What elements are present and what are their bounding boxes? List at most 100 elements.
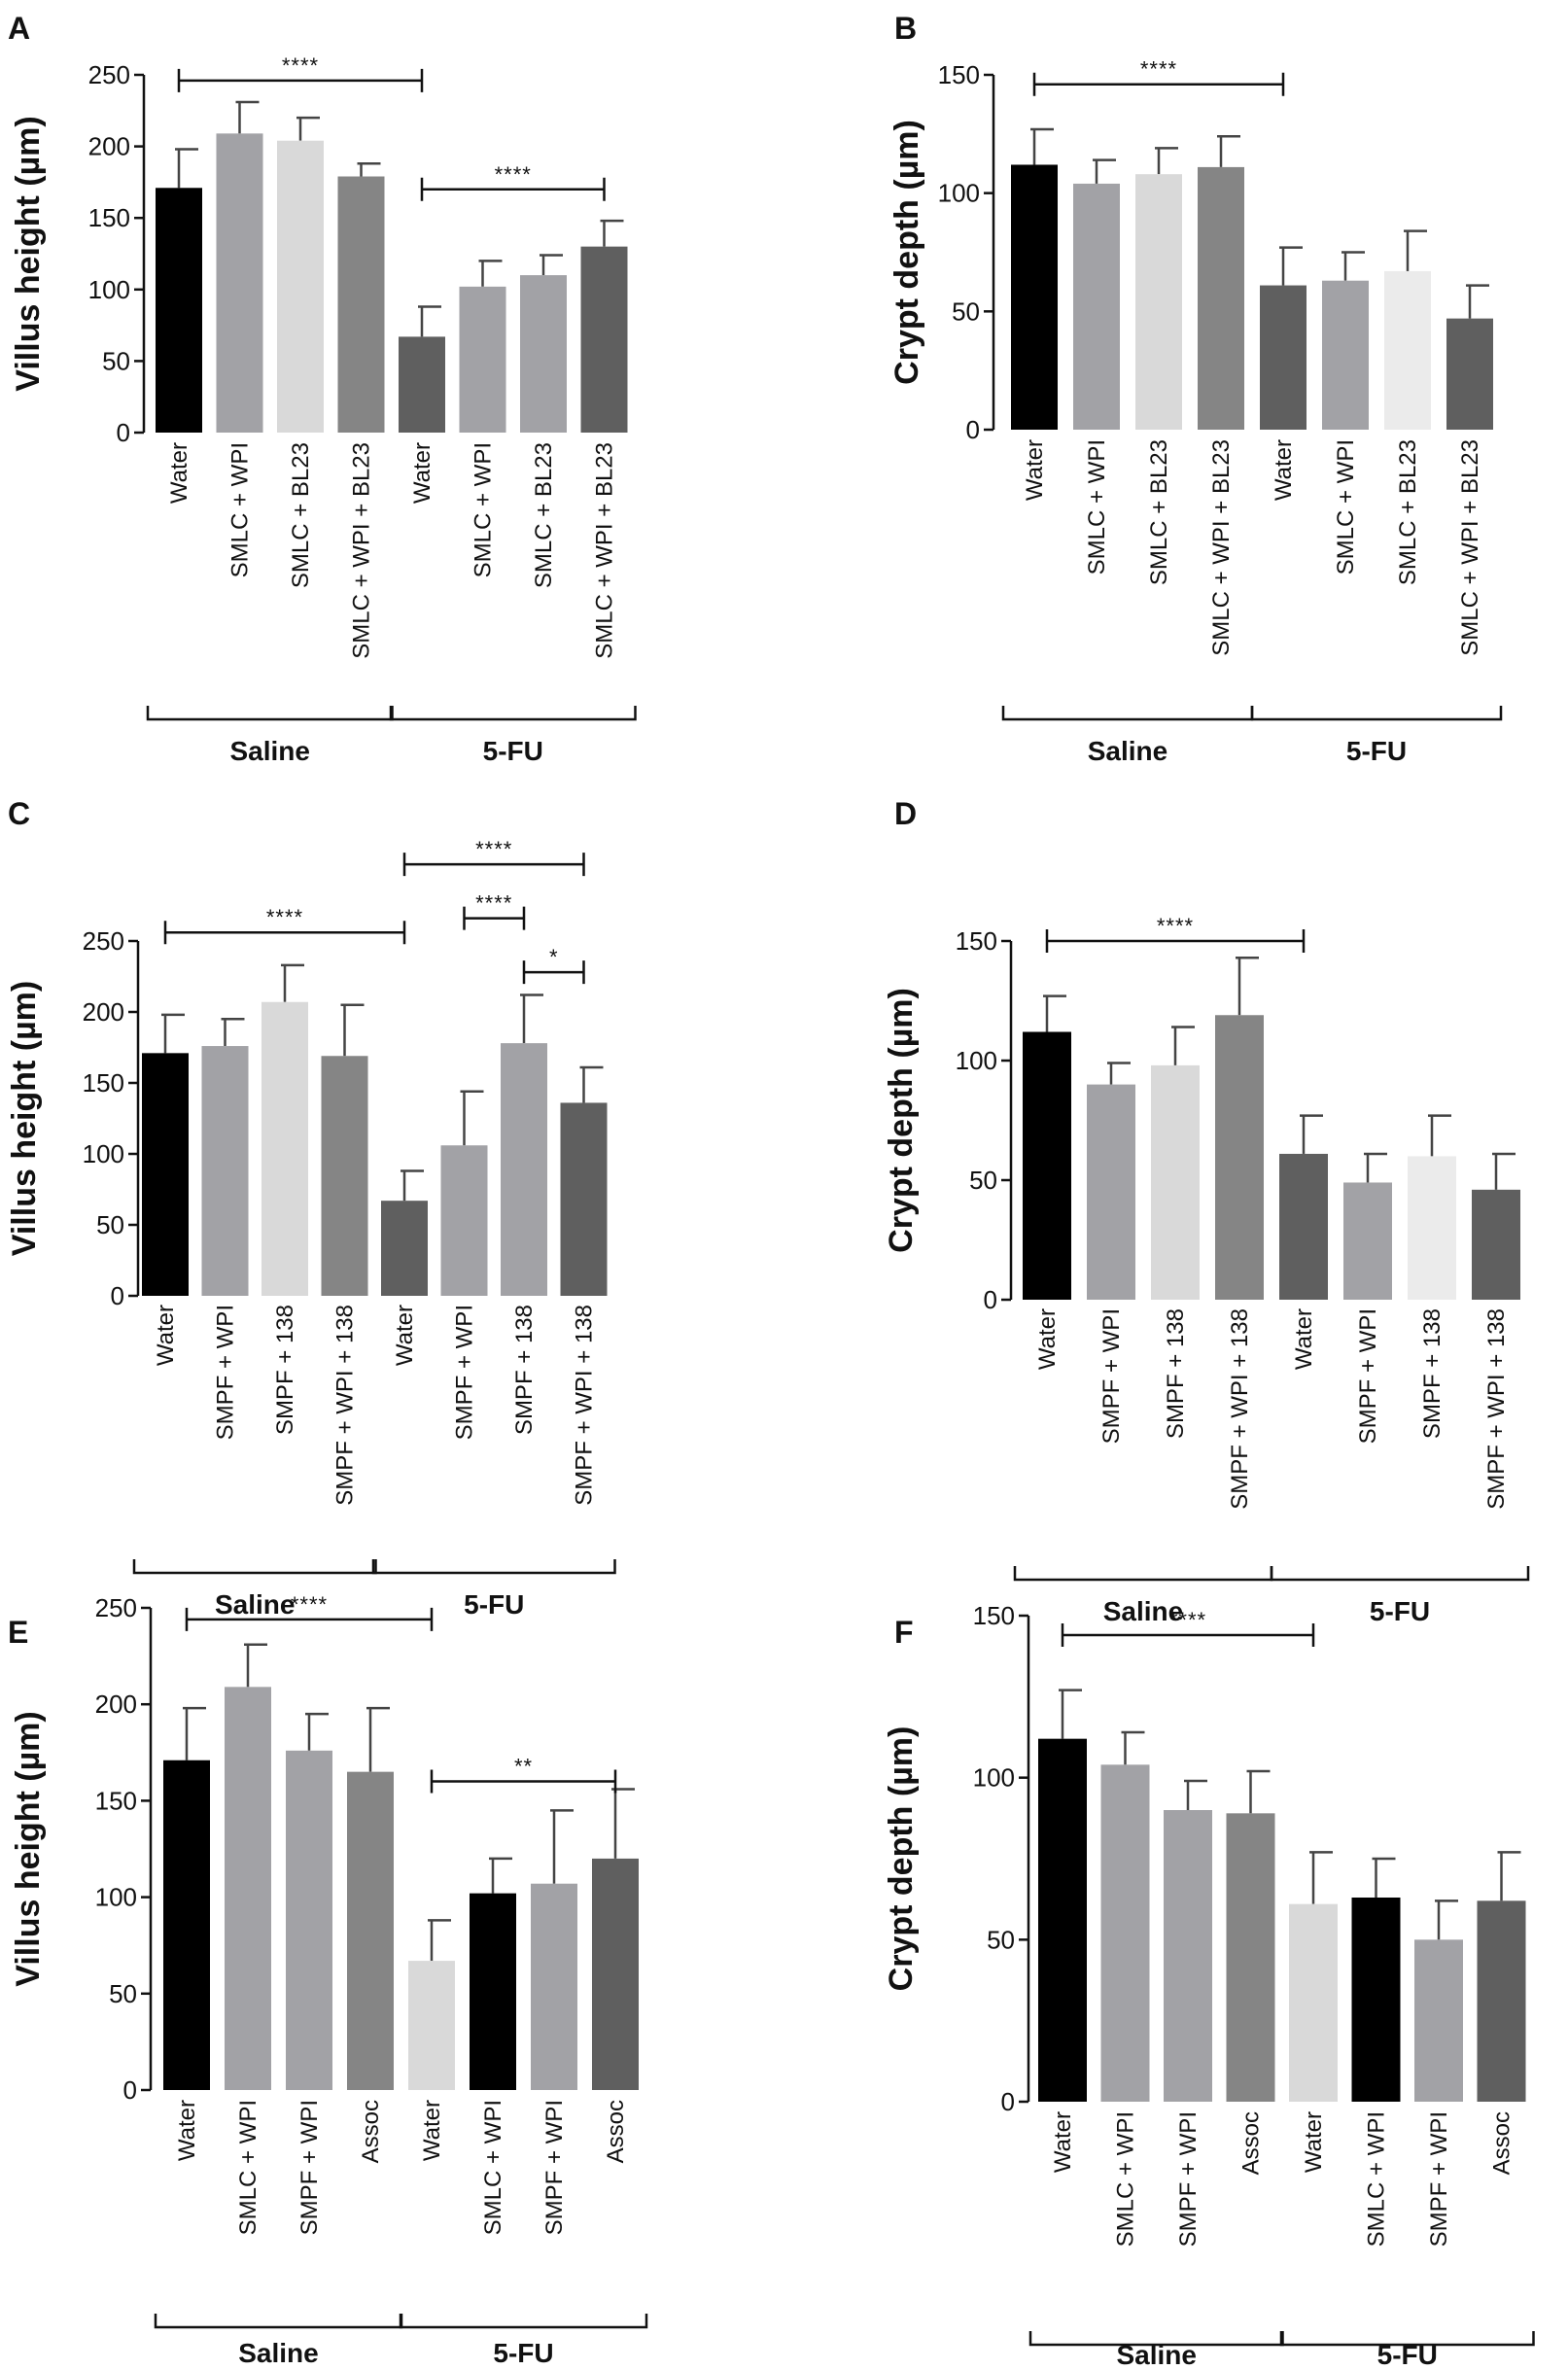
bar — [1260, 285, 1307, 430]
category-label: Water — [153, 1305, 179, 1366]
y-tick-label: 150 — [95, 1786, 137, 1815]
category-label: Water — [1034, 1308, 1061, 1370]
panel-letter: D — [894, 796, 917, 831]
y-tick-label: 200 — [95, 1690, 137, 1719]
category-label: SMPF + 138 — [1163, 1308, 1189, 1439]
bar — [408, 1961, 455, 2090]
group-label: Saline — [1103, 1596, 1183, 1626]
group-label: Saline — [1088, 736, 1167, 766]
panel-d: D 0 50 100 150 Crypt depth (µm) Water SMPF + WP… — [883, 796, 1530, 1626]
category-label: Assoc — [1238, 2111, 1265, 2175]
category-label: Water — [1301, 2111, 1327, 2173]
category-label: SMPF + 138 — [272, 1305, 298, 1435]
group-label: Saline — [1117, 2340, 1197, 2370]
significance-label: **** — [475, 837, 512, 861]
bar — [1414, 1939, 1463, 2102]
group-bracket — [1013, 1566, 1273, 1582]
y-tick-label: 150 — [956, 926, 997, 956]
y-tick-label: 200 — [88, 132, 130, 161]
group-label: 5-FU — [483, 736, 543, 766]
category-label: Water — [1271, 439, 1297, 501]
bar — [163, 1760, 210, 2090]
significance-bracket — [420, 177, 606, 201]
panel-b: B 0 50 100 150 Crypt depth (µm) Water SMLC + WP… — [889, 11, 1503, 766]
category-label: SMPF + WPI — [213, 1305, 239, 1440]
group-label: Saline — [215, 1589, 295, 1620]
category-label: SMPF + WPI — [296, 2100, 323, 2235]
category-label: SMPF + WPI — [452, 1305, 478, 1440]
significance-label: **** — [282, 53, 319, 78]
bar — [1289, 1903, 1338, 2102]
bar — [1322, 280, 1369, 430]
category-label: SMPF + WPI — [1426, 2111, 1452, 2247]
bar — [156, 188, 202, 433]
bar — [1446, 318, 1493, 430]
group-bracket — [154, 2314, 403, 2329]
category-label: SMPF + WPI — [1175, 2111, 1202, 2247]
y-tick-label: 50 — [969, 1166, 997, 1195]
bar — [1279, 1153, 1328, 1300]
bar — [560, 1102, 608, 1296]
category-label: SMLC + WPI — [480, 2100, 506, 2235]
category-label: SMPF + WPI + 138 — [1227, 1308, 1253, 1510]
y-tick-label: 100 — [956, 1046, 997, 1075]
bar — [520, 275, 567, 433]
y-tick-label: 50 — [102, 346, 130, 375]
bar — [216, 133, 263, 434]
group-label: Saline — [230, 736, 310, 766]
y-tick-label: 50 — [96, 1210, 124, 1239]
group-bracket — [1028, 2331, 1284, 2347]
y-tick-label: 100 — [83, 1139, 124, 1168]
y-tick-label: 150 — [973, 1601, 1015, 1630]
significance-label: **** — [1140, 57, 1177, 82]
significance-bracket — [185, 1607, 434, 1631]
category-label: Water — [392, 1305, 418, 1366]
group-label: 5-FU — [493, 2338, 553, 2368]
y-tick-label: 50 — [987, 1925, 1015, 1954]
significance-label: * — [549, 945, 559, 969]
y-tick-label: 200 — [83, 997, 124, 1027]
group-label: 5-FU — [1370, 1596, 1430, 1626]
category-label: SMPF + WPI — [1355, 1308, 1381, 1444]
y-tick-label: 50 — [109, 1979, 137, 2008]
bar — [225, 1687, 271, 2090]
bar — [501, 1043, 547, 1296]
category-label: SMPF + WPI + 138 — [572, 1305, 598, 1506]
y-axis-label: Crypt depth (µm) — [889, 120, 925, 385]
bar — [592, 1858, 639, 2090]
y-axis-label: Crypt depth (µm) — [883, 988, 920, 1253]
group-bracket — [371, 1559, 616, 1575]
bar — [1351, 1898, 1401, 2102]
y-tick-label: 0 — [123, 2075, 137, 2105]
bar — [1384, 270, 1431, 430]
category-label: SMPF + 138 — [511, 1305, 538, 1435]
bar — [1011, 164, 1058, 430]
significance-bracket — [522, 960, 585, 985]
bar — [1151, 1064, 1200, 1300]
bar — [201, 1046, 249, 1296]
significance-bracket — [402, 853, 585, 877]
category-label: Water — [419, 2100, 445, 2161]
bar — [470, 1893, 516, 2090]
category-label: Water — [409, 442, 436, 504]
category-label: SMLC + WPI + BL23 — [1457, 439, 1483, 656]
bar — [1100, 1764, 1150, 2102]
panel-letter: B — [894, 11, 917, 46]
y-tick-label: 250 — [88, 60, 130, 89]
group-label: Saline — [238, 2338, 318, 2368]
y-axis-label: Crypt depth (µm) — [883, 1726, 920, 1992]
category-label: SMLC + WPI + BL23 — [1208, 439, 1235, 656]
category-label: SMLC + WPI — [1333, 439, 1359, 575]
y-tick-label: 250 — [83, 926, 124, 956]
panel-e: E 0 50 100 150 200 250 Villus height (µm) Water S… — [8, 1592, 648, 2368]
y-axis-label: Villus height (µm) — [10, 1711, 47, 1986]
category-label: Water — [166, 442, 192, 504]
bar — [1198, 166, 1244, 430]
significance-label: **** — [475, 891, 512, 916]
category-label: SMPF + WPI + 138 — [1483, 1308, 1510, 1510]
significance-bracket — [430, 1769, 617, 1794]
y-tick-label: 50 — [952, 296, 980, 326]
panel-letter: A — [8, 11, 30, 46]
category-label: Water — [1050, 2111, 1076, 2173]
y-tick-label: 100 — [938, 179, 980, 208]
